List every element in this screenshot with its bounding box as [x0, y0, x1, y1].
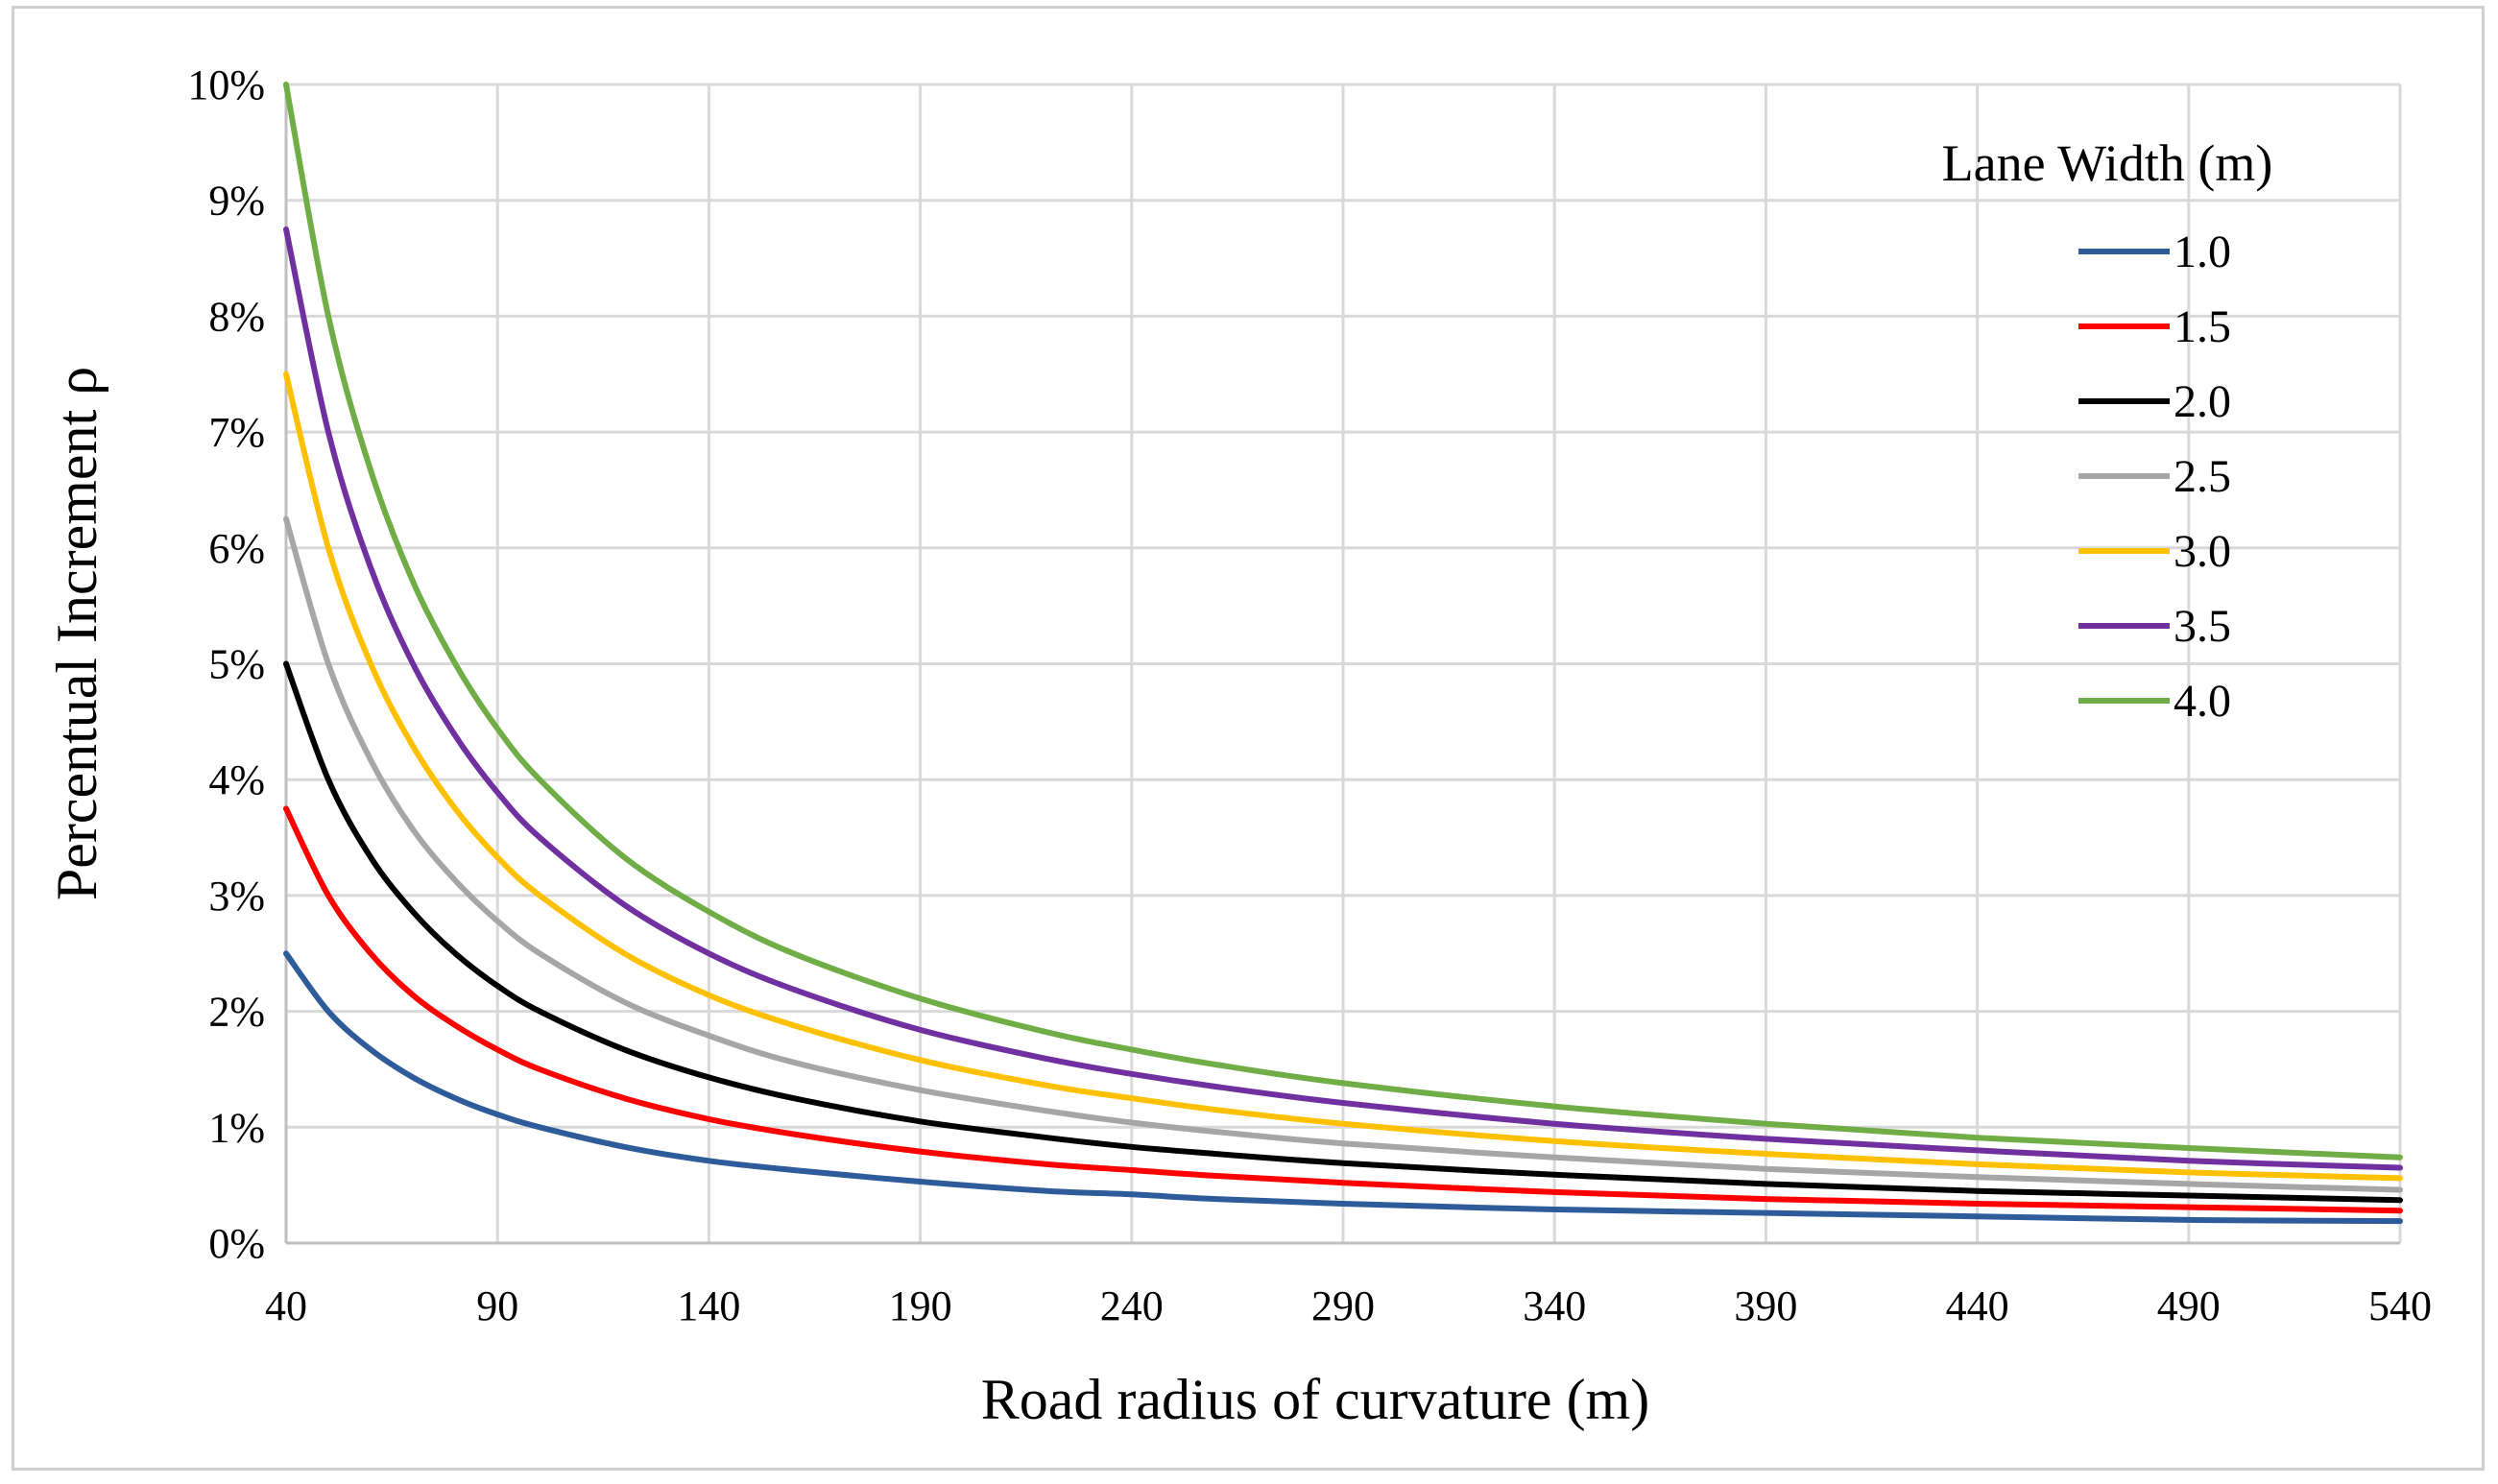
legend-item-4.0: 4.0 [2078, 676, 2231, 727]
legend-title: Lane Width (m) [1942, 134, 2273, 192]
legend-label: 1.5 [2174, 301, 2231, 352]
series-line-2.5 [283, 515, 2403, 1193]
y-tick-label: 6% [208, 525, 265, 572]
x-tick-label: 390 [1734, 1282, 1797, 1329]
y-tick-label: 5% [208, 641, 265, 688]
series-line-4.0 [283, 82, 2403, 1161]
x-tick-label: 140 [677, 1282, 740, 1329]
y-tick-label: 10% [187, 61, 265, 108]
legend-label: 3.5 [2174, 601, 2231, 652]
legend: Lane Width (m) 1.0 1.5 2.0 2.5 3.0 3.5 4.0 [1942, 134, 2273, 727]
legend-label: 4.0 [2174, 676, 2231, 727]
legend-item-1.5: 1.5 [2078, 301, 2231, 352]
y-tick-label: 0% [208, 1220, 265, 1267]
legend-label: 1.0 [2174, 227, 2231, 277]
x-tick-label: 40 [265, 1282, 307, 1329]
x-axis-title: Road radius of curvature (m) [981, 1368, 1649, 1431]
x-tick-label: 440 [1946, 1282, 2009, 1329]
x-tick-label: 290 [1311, 1282, 1375, 1329]
y-axis-title: Percentual Increment ρ [45, 367, 108, 900]
x-tick-label: 90 [476, 1282, 518, 1329]
x-tick-label: 490 [2157, 1282, 2221, 1329]
legend-item-3.0: 3.0 [2078, 526, 2231, 577]
x-tick-label: 190 [889, 1282, 952, 1329]
legend-item-1.0: 1.0 [2078, 227, 2231, 277]
legend-item-3.5: 3.5 [2078, 601, 2231, 652]
y-tick-label: 4% [208, 756, 265, 803]
series-lines [283, 82, 2403, 1225]
y-tick-label: 8% [208, 293, 265, 340]
legend-item-2.0: 2.0 [2078, 376, 2231, 427]
series-line-1.5 [283, 805, 2403, 1214]
legend-label: 2.5 [2174, 451, 2231, 502]
x-tick-label: 240 [1100, 1282, 1164, 1329]
series-line-1.0 [283, 950, 2403, 1225]
y-tick-label: 9% [208, 178, 265, 225]
legend-item-2.5: 2.5 [2078, 451, 2231, 502]
chart-frame [12, 6, 2485, 1471]
grid-lines [286, 83, 2402, 1243]
legend-label: 3.0 [2174, 526, 2231, 577]
tick-labels: 0% 1% 2% 3% 4% 5% 6% 7% 8% 9% 10% 40 90 140 190 240 290 3… [187, 61, 2432, 1329]
legend-items: 1.0 1.5 2.0 2.5 3.0 3.5 4.0 [2078, 227, 2231, 727]
y-tick-label: 7% [208, 409, 265, 456]
series-line-3.0 [283, 371, 2403, 1182]
y-tick-label: 3% [208, 873, 265, 920]
x-tick-label: 540 [2368, 1282, 2432, 1329]
y-tick-label: 1% [208, 1104, 265, 1151]
x-tick-label: 340 [1523, 1282, 1586, 1329]
legend-label: 2.0 [2174, 376, 2231, 427]
y-tick-label: 2% [208, 989, 265, 1036]
series-line-3.5 [283, 226, 2403, 1171]
series-line-2.0 [283, 660, 2403, 1204]
